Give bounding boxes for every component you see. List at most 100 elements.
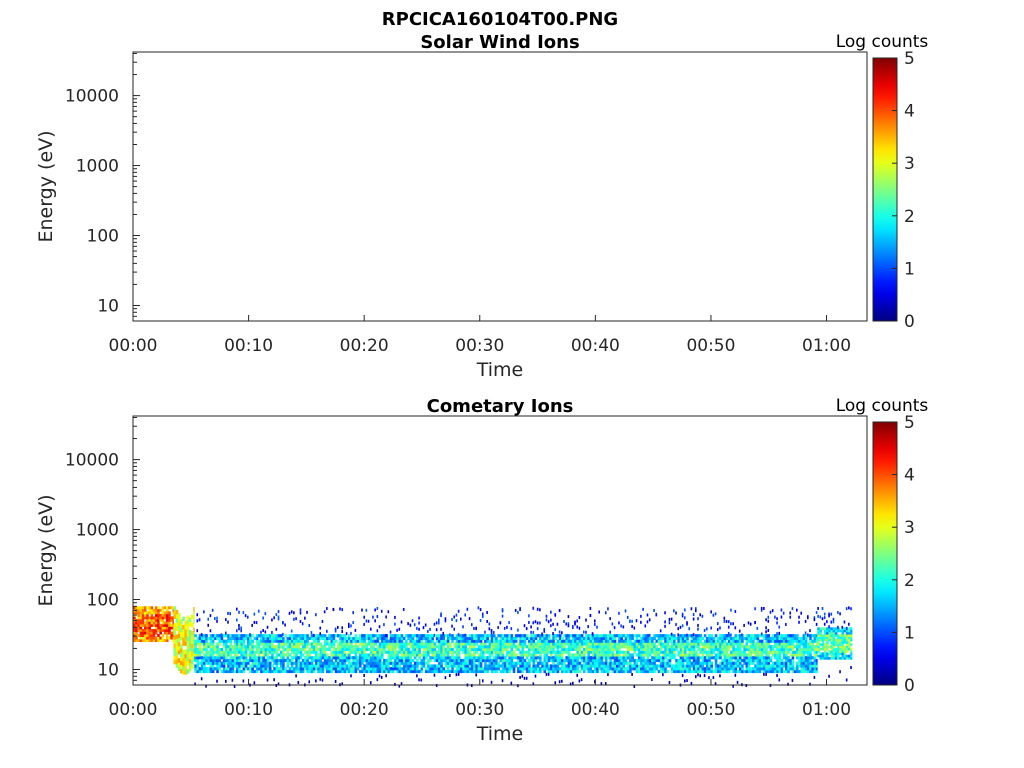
heatmap-cell [760, 664, 764, 668]
heatmap-cell [205, 658, 208, 663]
heatmap-cell [341, 636, 345, 641]
heatmap-cell [651, 658, 654, 663]
heatmap-cell [646, 650, 650, 654]
heatmap-cell [791, 667, 795, 671]
heatmap-cell [422, 645, 426, 649]
heatmap-cell [205, 645, 208, 649]
y-axis-label: Energy (eV) [35, 130, 57, 242]
heatmap-cell [191, 635, 194, 640]
heatmap-cell [328, 634, 331, 638]
heatmap-cell [418, 639, 421, 643]
heatmap-cell [574, 621, 576, 625]
heatmap-cell [297, 645, 301, 649]
heatmap-cell [631, 656, 634, 660]
heatmap-cell [585, 634, 588, 638]
heatmap-cell [367, 639, 371, 643]
heatmap-cell [209, 661, 213, 665]
heatmap-cell [297, 656, 301, 660]
heatmap-cell [576, 669, 580, 674]
heatmap-cell [477, 634, 481, 638]
heatmap-cell [845, 654, 849, 658]
heatmap-cell [662, 650, 665, 654]
heatmap-cell [235, 607, 238, 611]
heatmap-cell [175, 650, 179, 656]
heatmap-cell [205, 684, 207, 688]
heatmap-cell [668, 661, 672, 665]
heatmap-cell [754, 669, 757, 674]
heatmap-cell [776, 656, 779, 660]
heatmap-cell [703, 642, 707, 646]
heatmap-cell [536, 664, 540, 668]
heatmap-cell [196, 639, 200, 643]
heatmap-cell [662, 642, 665, 646]
heatmap-cell [644, 661, 648, 665]
heatmap-cell [135, 621, 138, 625]
heatmap-cell [600, 642, 604, 646]
heatmap-cell [763, 661, 766, 665]
heatmap-cell [218, 658, 222, 663]
heatmap-cell [580, 650, 584, 654]
heatmap-cell [157, 639, 160, 643]
heatmap-cell [699, 642, 702, 646]
heatmap-cell [354, 669, 358, 674]
heatmap-cell [422, 636, 426, 641]
heatmap-cell [547, 636, 551, 641]
heatmap-cell [396, 650, 399, 654]
heatmap-cell [582, 630, 585, 634]
heatmap-cell [578, 634, 582, 638]
heatmap-cell [240, 642, 243, 646]
heatmap-cell [832, 636, 836, 640]
heatmap-cell [238, 667, 241, 671]
heatmap-cell [257, 667, 261, 671]
heatmap-cell [286, 645, 290, 649]
heatmap-cell [486, 645, 489, 649]
heatmap-cell [229, 656, 232, 660]
heatmap-cell [402, 636, 406, 641]
heatmap-cell [587, 636, 590, 641]
y-tick-label: 10 [97, 296, 119, 316]
heatmap-cell [139, 613, 143, 617]
heatmap-cell [622, 656, 626, 660]
heatmap-cell [170, 606, 173, 610]
heatmap-cell [188, 662, 192, 668]
heatmap-cell [257, 650, 261, 654]
heatmap-cell [828, 656, 831, 660]
heatmap-cell [407, 634, 410, 638]
heatmap-cell [343, 636, 347, 641]
heatmap-cell [431, 656, 435, 660]
heatmap-cell [523, 639, 527, 643]
heatmap-cell [170, 636, 173, 640]
heatmap-cell [738, 661, 742, 665]
heatmap-cell [165, 626, 169, 630]
heatmap-cell [266, 678, 269, 682]
heatmap-cell [813, 653, 817, 657]
heatmap-cell [163, 616, 167, 620]
heatmap-cell [690, 669, 694, 674]
heatmap-cell [521, 669, 525, 674]
heatmap-cell [251, 658, 254, 663]
heatmap-cell [789, 647, 793, 652]
heatmap-cell [354, 628, 357, 632]
heatmap-cell [323, 639, 327, 643]
heatmap-cell [479, 658, 483, 663]
heatmap-cell [798, 645, 801, 649]
heatmap-cell [716, 639, 720, 643]
heatmap-cell [148, 623, 151, 627]
heatmap-cell [843, 656, 847, 660]
heatmap-cell [352, 661, 355, 665]
heatmap-cell [268, 639, 272, 643]
heatmap-cell [677, 639, 681, 643]
heatmap-cell [519, 642, 522, 646]
heatmap-cell [271, 669, 274, 674]
heatmap-cell [332, 634, 336, 638]
heatmap-cell [297, 680, 300, 684]
heatmap-cell [736, 634, 740, 638]
heatmap-cell [506, 669, 509, 674]
heatmap-cell [427, 634, 430, 638]
heatmap-cell [760, 606, 763, 610]
heatmap-cell [348, 667, 351, 671]
heatmap-cell [446, 634, 450, 638]
heatmap-cell [402, 664, 406, 668]
heatmap-cell [609, 658, 612, 663]
heatmap-cell [543, 639, 547, 643]
